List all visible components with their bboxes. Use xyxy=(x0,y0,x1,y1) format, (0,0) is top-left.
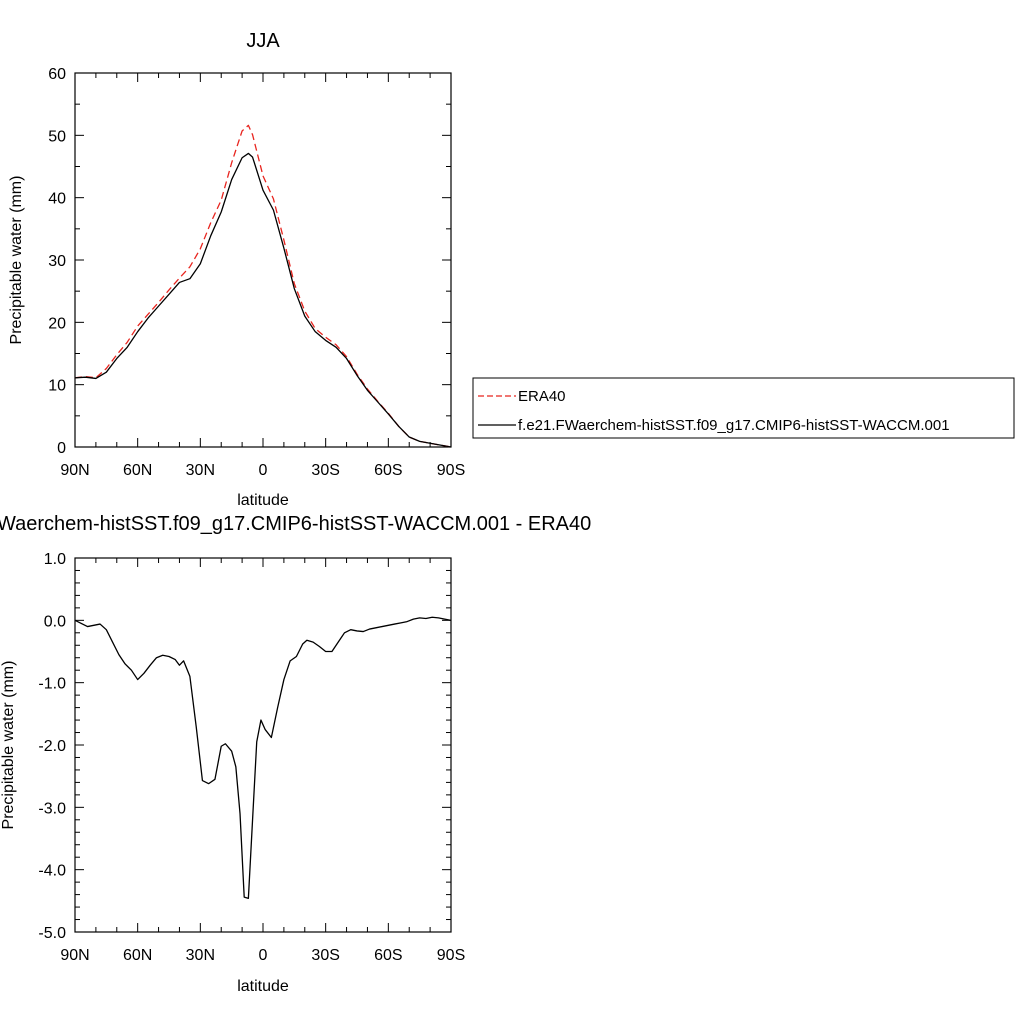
top-series-group xyxy=(74,124,452,448)
y-tick-label: 40 xyxy=(48,191,66,208)
x-tick-label: 30N xyxy=(186,462,215,479)
y-tick-label: 0 xyxy=(57,440,66,457)
era40-line xyxy=(74,124,452,448)
x-tick-label: 60N xyxy=(123,947,152,964)
bottom-x-axis-label: latitude xyxy=(237,978,289,995)
top-panel: JJA 0 10 20 30 40 50 60 90N 60N 30N 0 30S 60S 90S la… xyxy=(8,30,465,509)
legend-box xyxy=(472,377,1015,439)
y-tick-label: -5.0 xyxy=(38,925,66,942)
top-y-tick-labels: 0 10 20 30 40 50 60 xyxy=(48,66,66,457)
model-line xyxy=(74,152,452,448)
difference-line xyxy=(74,616,452,899)
y-tick-label: 20 xyxy=(48,315,66,332)
x-tick-label: 90N xyxy=(60,462,89,479)
x-tick-label: 0 xyxy=(259,462,268,479)
y-tick-label: 1.0 xyxy=(44,551,66,568)
x-tick-label: 90S xyxy=(437,947,465,964)
x-tick-label: 60S xyxy=(374,462,402,479)
x-tick-label: 90S xyxy=(437,462,465,479)
x-tick-label: 30S xyxy=(311,462,339,479)
x-tick-label: 30N xyxy=(186,947,215,964)
x-tick-label: 30S xyxy=(311,947,339,964)
bottom-ticks xyxy=(74,557,452,933)
x-tick-label: 60N xyxy=(123,462,152,479)
legend-era40-label: ERA40 xyxy=(518,388,566,405)
bottom-x-tick-labels: 90N 60N 30N 0 30S 60S 90S xyxy=(60,947,465,964)
y-tick-label: 50 xyxy=(48,128,66,145)
top-x-tick-labels: 90N 60N 30N 0 30S 60S 90S xyxy=(60,462,465,479)
bottom-plot-frame xyxy=(74,557,452,933)
legend: ERA40 f.e21.FWaerchem-histSST.f09_g17.CM… xyxy=(472,377,1015,439)
y-tick-label: 0.0 xyxy=(44,613,66,630)
top-x-axis-label: latitude xyxy=(237,492,289,509)
y-tick-label: 30 xyxy=(48,253,66,270)
y-tick-label: 10 xyxy=(48,378,66,395)
top-plot-frame xyxy=(74,72,452,448)
y-tick-label: -4.0 xyxy=(38,863,66,880)
bottom-y-tick-labels: 1.0 0.0 -1.0 -2.0 -3.0 -4.0 -5.0 xyxy=(38,551,66,942)
x-tick-label: 60S xyxy=(374,947,402,964)
bottom-panel: f.e21.FWaerchem-histSST.f09_g17.CMIP6-hi… xyxy=(0,513,591,995)
legend-model-label: f.e21.FWaerchem-histSST.f09_g17.CMIP6-hi… xyxy=(518,417,950,434)
bottom-y-axis-label: Precipitable water (mm) xyxy=(0,661,17,830)
top-ticks xyxy=(74,72,452,448)
y-tick-label: -1.0 xyxy=(38,676,66,693)
bottom-series-group xyxy=(74,616,452,899)
top-y-axis-label: Precipitable water (mm) xyxy=(8,176,25,345)
x-tick-label: 90N xyxy=(60,947,89,964)
top-title: JJA xyxy=(246,30,280,52)
y-tick-label: 60 xyxy=(48,66,66,83)
bottom-title: f.e21.FWaerchem-histSST.f09_g17.CMIP6-hi… xyxy=(0,513,591,535)
x-tick-label: 0 xyxy=(259,947,268,964)
y-tick-label: -3.0 xyxy=(38,800,66,817)
y-tick-label: -2.0 xyxy=(38,738,66,755)
